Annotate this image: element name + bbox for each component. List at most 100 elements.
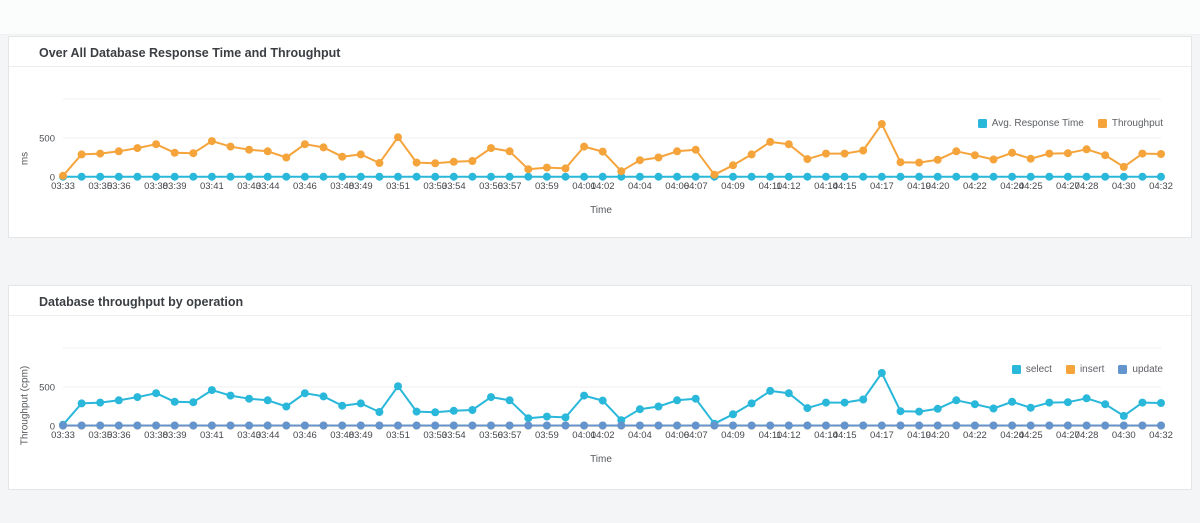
data-point[interactable] — [654, 402, 663, 411]
data-point[interactable] — [1026, 403, 1035, 412]
data-point[interactable] — [431, 172, 440, 181]
data-point[interactable] — [319, 421, 328, 430]
data-point[interactable] — [747, 421, 756, 430]
data-point[interactable] — [989, 172, 998, 181]
data-point[interactable] — [282, 153, 291, 162]
data-point[interactable] — [766, 421, 775, 430]
data-point[interactable] — [784, 389, 793, 398]
data-point[interactable] — [1138, 172, 1147, 181]
data-point[interactable] — [114, 421, 123, 430]
data-point[interactable] — [487, 144, 495, 153]
data-point[interactable] — [896, 172, 905, 181]
data-point[interactable] — [561, 421, 570, 430]
data-point[interactable] — [114, 147, 123, 156]
data-point[interactable] — [822, 421, 830, 430]
data-point[interactable] — [989, 421, 998, 430]
data-point[interactable] — [431, 408, 440, 417]
data-point[interactable] — [1157, 150, 1165, 158]
data-point[interactable] — [691, 421, 700, 430]
data-point[interactable] — [933, 172, 942, 181]
data-point[interactable] — [524, 414, 533, 423]
data-point[interactable] — [766, 137, 775, 146]
data-point[interactable] — [152, 140, 161, 149]
data-point[interactable] — [245, 145, 254, 154]
data-point[interactable] — [487, 393, 495, 402]
data-point[interactable] — [468, 172, 477, 181]
data-point[interactable] — [877, 421, 886, 430]
data-point[interactable] — [1082, 172, 1091, 181]
data-point[interactable] — [952, 396, 961, 405]
data-point[interactable] — [245, 421, 254, 430]
data-point[interactable] — [859, 421, 868, 430]
data-point[interactable] — [859, 146, 868, 155]
data-point[interactable] — [1008, 148, 1017, 157]
data-point[interactable] — [59, 171, 67, 180]
data-point[interactable] — [729, 421, 737, 430]
data-point[interactable] — [933, 421, 942, 430]
data-point[interactable] — [542, 163, 551, 172]
data-point[interactable] — [617, 167, 626, 176]
data-point[interactable] — [710, 421, 719, 430]
data-point[interactable] — [207, 421, 216, 430]
data-point[interactable] — [282, 172, 291, 181]
data-point[interactable] — [803, 421, 812, 430]
data-point[interactable] — [970, 151, 979, 160]
data-point[interactable] — [1063, 398, 1072, 407]
data-point[interactable] — [1082, 394, 1091, 403]
data-point[interactable] — [580, 421, 589, 430]
data-point[interactable] — [1008, 421, 1017, 430]
data-point[interactable] — [152, 421, 161, 430]
data-point[interactable] — [915, 421, 924, 430]
data-point[interactable] — [412, 407, 421, 416]
data-point[interactable] — [598, 147, 607, 156]
data-point[interactable] — [96, 398, 105, 407]
data-point[interactable] — [859, 172, 868, 181]
legend-item-throughput[interactable]: Throughput — [1097, 118, 1163, 129]
data-point[interactable] — [226, 172, 235, 181]
data-point[interactable] — [561, 164, 570, 173]
data-point[interactable] — [338, 421, 347, 430]
data-point[interactable] — [1008, 397, 1017, 406]
data-point[interactable] — [654, 172, 663, 181]
data-point[interactable] — [729, 410, 737, 419]
data-point[interactable] — [170, 148, 179, 157]
data-point[interactable] — [412, 172, 421, 181]
data-point[interactable] — [1026, 172, 1035, 181]
data-point[interactable] — [505, 421, 514, 430]
data-point[interactable] — [635, 172, 644, 181]
legend-item-avg-response-time[interactable]: Avg. Response Time — [977, 118, 1084, 129]
data-point[interactable] — [207, 137, 216, 146]
data-point[interactable] — [766, 172, 775, 181]
data-point[interactable] — [1045, 149, 1054, 158]
data-point[interactable] — [1101, 421, 1110, 430]
data-point[interactable] — [487, 421, 495, 430]
data-point[interactable] — [803, 404, 812, 413]
data-point[interactable] — [673, 396, 682, 405]
data-point[interactable] — [263, 172, 272, 181]
data-point[interactable] — [840, 149, 849, 158]
data-point[interactable] — [896, 158, 905, 167]
data-point[interactable] — [952, 172, 961, 181]
data-point[interactable] — [1082, 145, 1091, 154]
data-point[interactable] — [635, 156, 644, 165]
data-point[interactable] — [431, 159, 440, 168]
data-point[interactable] — [710, 170, 719, 179]
data-point[interactable] — [282, 421, 291, 430]
data-point[interactable] — [77, 172, 86, 181]
data-point[interactable] — [189, 421, 198, 430]
data-point[interactable] — [207, 172, 216, 181]
data-point[interactable] — [319, 392, 328, 401]
data-point[interactable] — [970, 421, 979, 430]
data-point[interactable] — [580, 391, 589, 400]
data-point[interactable] — [1045, 172, 1054, 181]
data-point[interactable] — [1063, 149, 1072, 158]
data-point[interactable] — [59, 421, 67, 430]
data-point[interactable] — [598, 172, 607, 181]
data-point[interactable] — [1101, 172, 1110, 181]
data-point[interactable] — [561, 413, 570, 422]
data-point[interactable] — [300, 172, 309, 181]
data-point[interactable] — [840, 421, 849, 430]
data-point[interactable] — [877, 172, 886, 181]
data-point[interactable] — [319, 143, 328, 152]
data-point[interactable] — [691, 172, 700, 181]
